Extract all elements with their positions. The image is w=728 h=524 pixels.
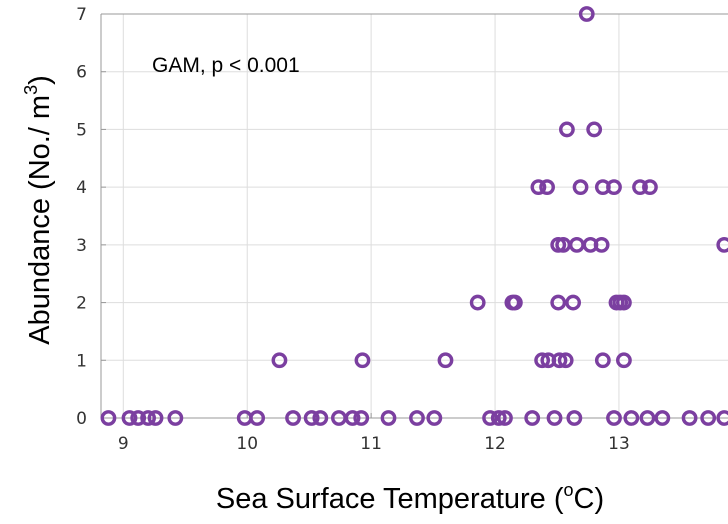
data-point [303,410,320,426]
data-point [566,410,583,426]
x-tick-label: 10 [236,434,258,454]
data-point [312,410,329,426]
data-point [716,410,728,426]
data-point [506,294,523,311]
data-point [530,179,547,196]
x-axis-title-tail: C) [574,483,605,515]
data-point [578,6,595,22]
x-axis-title: Sea Surface Temperature (oC) [216,480,604,515]
y-tick-label: 6 [76,63,87,83]
x-axis-title-main: Sea Surface Temperature ( [216,483,564,515]
data-point [380,410,397,426]
y-tick-label: 3 [76,236,87,256]
data-point [285,410,301,426]
data-point [654,410,671,426]
x-tick-label: 11 [360,434,382,454]
data-point [409,410,425,426]
data-point [572,179,589,196]
data-point [639,410,656,426]
data-point [140,410,156,426]
y-axis-title-main: Abundance (No./ m [24,95,56,345]
data-point [147,410,164,426]
data-point [594,352,611,369]
data-point [271,352,288,369]
data-point [716,236,728,253]
data-point [121,410,138,426]
data-point [167,410,184,426]
y-axis-title: Abundance (No./ m3) [21,75,56,345]
data-point [130,410,147,426]
data-point [632,179,648,196]
data-point [426,410,443,426]
x-tick-label: 9 [118,434,129,454]
data-point [681,410,698,426]
data-point [469,294,486,311]
data-point [557,352,574,369]
data-point [100,410,117,426]
data-point [616,294,632,311]
data-point [642,179,658,196]
data-point [437,352,454,369]
data-point [249,410,266,426]
data-point [559,121,575,138]
y-tick-label: 1 [76,351,87,371]
data-point [616,352,632,369]
data-point [353,410,370,426]
annotation-text: GAM, p < 0.001 [152,54,300,77]
data-point [623,410,640,426]
y-tick-label: 0 [76,409,87,429]
data-point [482,410,498,426]
x-axis-title-superscript: o [564,480,574,500]
data-point [593,236,610,253]
data-point [700,410,717,426]
data-point [606,179,622,196]
y-tick-label: 2 [76,294,87,314]
data-point [550,294,567,311]
data-point [490,410,507,426]
data-points [100,6,728,426]
y-tick-label: 5 [76,120,87,140]
y-tick-label: 7 [76,5,87,25]
data-point [546,410,563,426]
data-point [539,179,555,196]
data-point [606,410,622,426]
x-tick-label: 12 [484,434,506,454]
data-point [550,236,567,253]
data-point [565,294,582,311]
data-point [551,352,568,369]
y-tick-label: 4 [76,178,87,198]
data-point [524,410,541,426]
data-point [497,410,513,426]
data-point [344,410,361,426]
y-axis-title-tail: ) [24,75,56,85]
y-axis-title-superscript: 3 [21,85,41,95]
data-point [354,352,371,369]
data-point [586,121,603,138]
data-point [534,352,551,369]
x-tick-label: 13 [608,434,630,454]
